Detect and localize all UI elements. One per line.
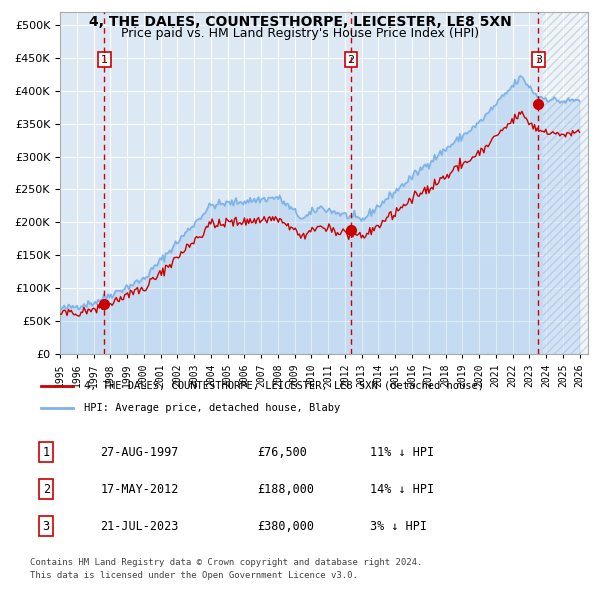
Text: 3% ↓ HPI: 3% ↓ HPI <box>370 520 427 533</box>
Text: £188,000: £188,000 <box>257 483 314 496</box>
Text: 4, THE DALES, COUNTESTHORPE, LEICESTER, LE8 5XN (detached house): 4, THE DALES, COUNTESTHORPE, LEICESTER, … <box>84 381 484 391</box>
Text: 11% ↓ HPI: 11% ↓ HPI <box>370 446 434 459</box>
Text: Contains HM Land Registry data © Crown copyright and database right 2024.: Contains HM Land Registry data © Crown c… <box>30 558 422 566</box>
Text: This data is licensed under the Open Government Licence v3.0.: This data is licensed under the Open Gov… <box>30 571 358 580</box>
Text: 1: 1 <box>43 446 50 459</box>
Text: 1: 1 <box>101 55 108 65</box>
Text: Price paid vs. HM Land Registry's House Price Index (HPI): Price paid vs. HM Land Registry's House … <box>121 27 479 40</box>
Text: £76,500: £76,500 <box>257 446 307 459</box>
Bar <box>543 12 588 354</box>
Text: 3: 3 <box>535 55 542 65</box>
Text: £380,000: £380,000 <box>257 520 314 533</box>
Text: HPI: Average price, detached house, Blaby: HPI: Average price, detached house, Blab… <box>84 403 340 413</box>
Text: 27-AUG-1997: 27-AUG-1997 <box>100 446 179 459</box>
Text: 2: 2 <box>347 55 355 65</box>
Text: 2: 2 <box>43 483 50 496</box>
Text: 4, THE DALES, COUNTESTHORPE, LEICESTER, LE8 5XN: 4, THE DALES, COUNTESTHORPE, LEICESTER, … <box>89 15 511 29</box>
Text: 17-MAY-2012: 17-MAY-2012 <box>100 483 179 496</box>
Text: 14% ↓ HPI: 14% ↓ HPI <box>370 483 434 496</box>
Text: 21-JUL-2023: 21-JUL-2023 <box>100 520 179 533</box>
Text: 3: 3 <box>43 520 50 533</box>
